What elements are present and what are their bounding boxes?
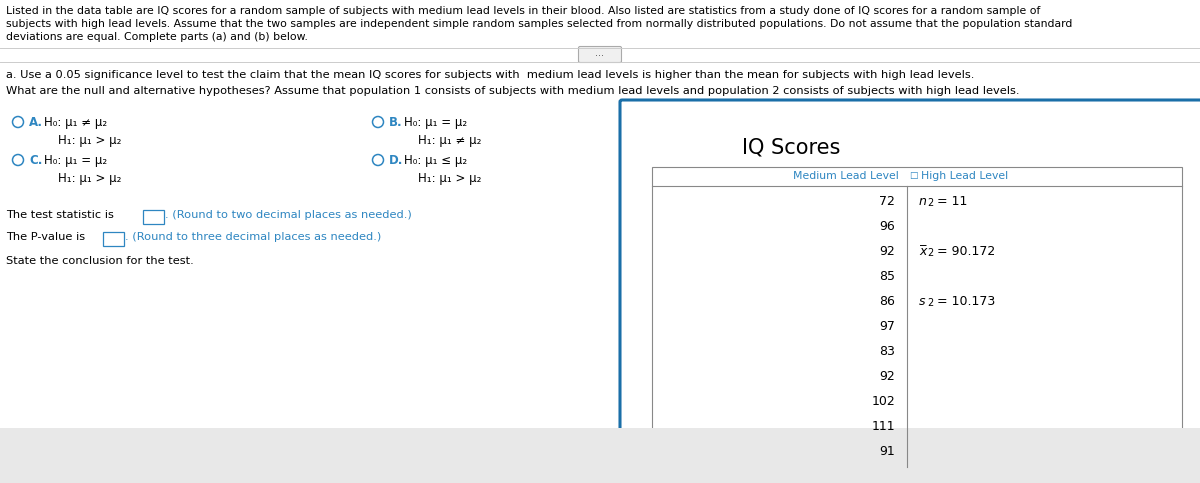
Text: H₀: μ₁ = μ₂: H₀: μ₁ = μ₂ xyxy=(44,154,107,167)
FancyBboxPatch shape xyxy=(143,210,163,224)
Text: 85: 85 xyxy=(878,270,895,283)
Text: 2: 2 xyxy=(928,298,934,308)
Text: B.: B. xyxy=(389,116,403,129)
Text: = 11: = 11 xyxy=(934,195,967,208)
Text: 83: 83 xyxy=(880,345,895,358)
Text: n: n xyxy=(919,195,926,208)
Text: The P-value is: The P-value is xyxy=(6,232,89,242)
Text: . (Round to two decimal places as needed.): . (Round to two decimal places as needed… xyxy=(166,210,412,220)
Text: High Lead Level: High Lead Level xyxy=(922,171,1008,181)
Text: C.: C. xyxy=(29,154,42,167)
FancyBboxPatch shape xyxy=(620,100,1200,483)
Text: 92: 92 xyxy=(880,245,895,258)
Text: s: s xyxy=(919,295,925,308)
Bar xyxy=(0,428,1200,483)
Text: H₀: μ₁ ≤ μ₂: H₀: μ₁ ≤ μ₂ xyxy=(404,154,467,167)
Text: State the conclusion for the test.: State the conclusion for the test. xyxy=(6,256,193,266)
Text: subjects with high lead levels. Assume that the two samples are independent simp: subjects with high lead levels. Assume t… xyxy=(6,19,1073,29)
Text: 97: 97 xyxy=(880,320,895,333)
Text: a. Use a 0.05 significance level to test the claim that the mean IQ scores for s: a. Use a 0.05 significance level to test… xyxy=(6,70,974,80)
Text: H₁: μ₁ > μ₂: H₁: μ₁ > μ₂ xyxy=(58,172,121,185)
Text: = 10.173: = 10.173 xyxy=(934,295,995,308)
Text: Medium Lead Level: Medium Lead Level xyxy=(793,171,899,181)
Text: 2: 2 xyxy=(928,248,934,258)
Text: 96: 96 xyxy=(880,220,895,233)
Text: ...: ... xyxy=(595,48,605,58)
Text: A.: A. xyxy=(29,116,43,129)
Text: What are the null and alternative hypotheses? Assume that population 1 consists : What are the null and alternative hypoth… xyxy=(6,86,1020,96)
Text: The test statistic is: The test statistic is xyxy=(6,210,118,220)
Text: 2: 2 xyxy=(928,198,934,208)
Text: 72: 72 xyxy=(880,195,895,208)
Bar xyxy=(652,167,1182,467)
Text: 91: 91 xyxy=(880,445,895,458)
Text: H₁: μ₁ > μ₂: H₁: μ₁ > μ₂ xyxy=(58,134,121,147)
Text: 111: 111 xyxy=(871,420,895,433)
Text: Listed in the data table are IQ scores for a random sample of subjects with medi: Listed in the data table are IQ scores f… xyxy=(6,6,1040,16)
FancyBboxPatch shape xyxy=(578,46,622,62)
Text: H₁: μ₁ > μ₂: H₁: μ₁ > μ₂ xyxy=(418,172,481,185)
Text: . (Round to three decimal places as needed.): . (Round to three decimal places as need… xyxy=(125,232,382,242)
Text: deviations are equal. Complete parts (a) and (b) below.: deviations are equal. Complete parts (a)… xyxy=(6,32,308,42)
Text: H₀: μ₁ ≠ μ₂: H₀: μ₁ ≠ μ₂ xyxy=(44,116,107,129)
Text: = 90.172: = 90.172 xyxy=(934,245,995,258)
Text: 86: 86 xyxy=(880,295,895,308)
Text: 102: 102 xyxy=(871,395,895,408)
Text: H₀: μ₁ = μ₂: H₀: μ₁ = μ₂ xyxy=(404,116,467,129)
Text: □: □ xyxy=(910,171,918,180)
Text: D.: D. xyxy=(389,154,403,167)
FancyBboxPatch shape xyxy=(102,231,124,245)
Text: x̅: x̅ xyxy=(919,245,926,258)
Text: IQ Scores: IQ Scores xyxy=(742,137,840,157)
Text: H₁: μ₁ ≠ μ₂: H₁: μ₁ ≠ μ₂ xyxy=(418,134,481,147)
Text: 92: 92 xyxy=(880,370,895,383)
